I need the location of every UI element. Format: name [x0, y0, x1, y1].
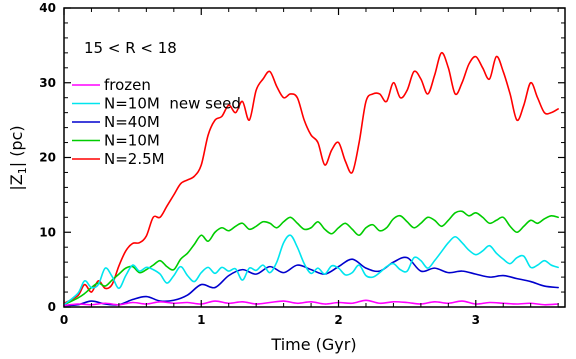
y-axis-label: |Z1| (pc) [7, 125, 29, 190]
series-line-n-10m [63, 210, 559, 306]
legend-label-n-10m-new-seed: N=10M new seed [104, 95, 241, 113]
x-tick-label: 1 [197, 313, 205, 327]
series-line-n-10m-new-seed [63, 234, 559, 306]
x-tick-label: 3 [472, 313, 480, 327]
y-axis-label-tail: | (pc) [7, 125, 26, 167]
x-tick-label: 2 [334, 313, 342, 327]
legend-label-n-2-5m: N=2.5M [104, 150, 165, 168]
y-tick-label: 0 [48, 300, 56, 314]
x-tick-label: 0 [60, 313, 68, 327]
legend-label-frozen: frozen [104, 76, 151, 94]
legend-label-n-40m: N=40M [104, 113, 160, 131]
y-tick-label: 10 [39, 225, 56, 239]
y-tick-label: 20 [39, 151, 56, 165]
series-line-n-2-5m [63, 52, 559, 305]
x-axis-label: Time (Gyr) [270, 335, 356, 354]
y-axis-label-main: |Z [7, 174, 26, 190]
legend-label-n-10m: N=10M [104, 132, 160, 150]
series-line-n-40m [63, 256, 559, 307]
y-tick-label: 30 [39, 76, 56, 90]
annotation-radius-range: 15 < R < 18 [84, 39, 177, 57]
y-axis-label-subscript: 1 [16, 167, 29, 174]
y-tick-label: 40 [39, 1, 56, 15]
